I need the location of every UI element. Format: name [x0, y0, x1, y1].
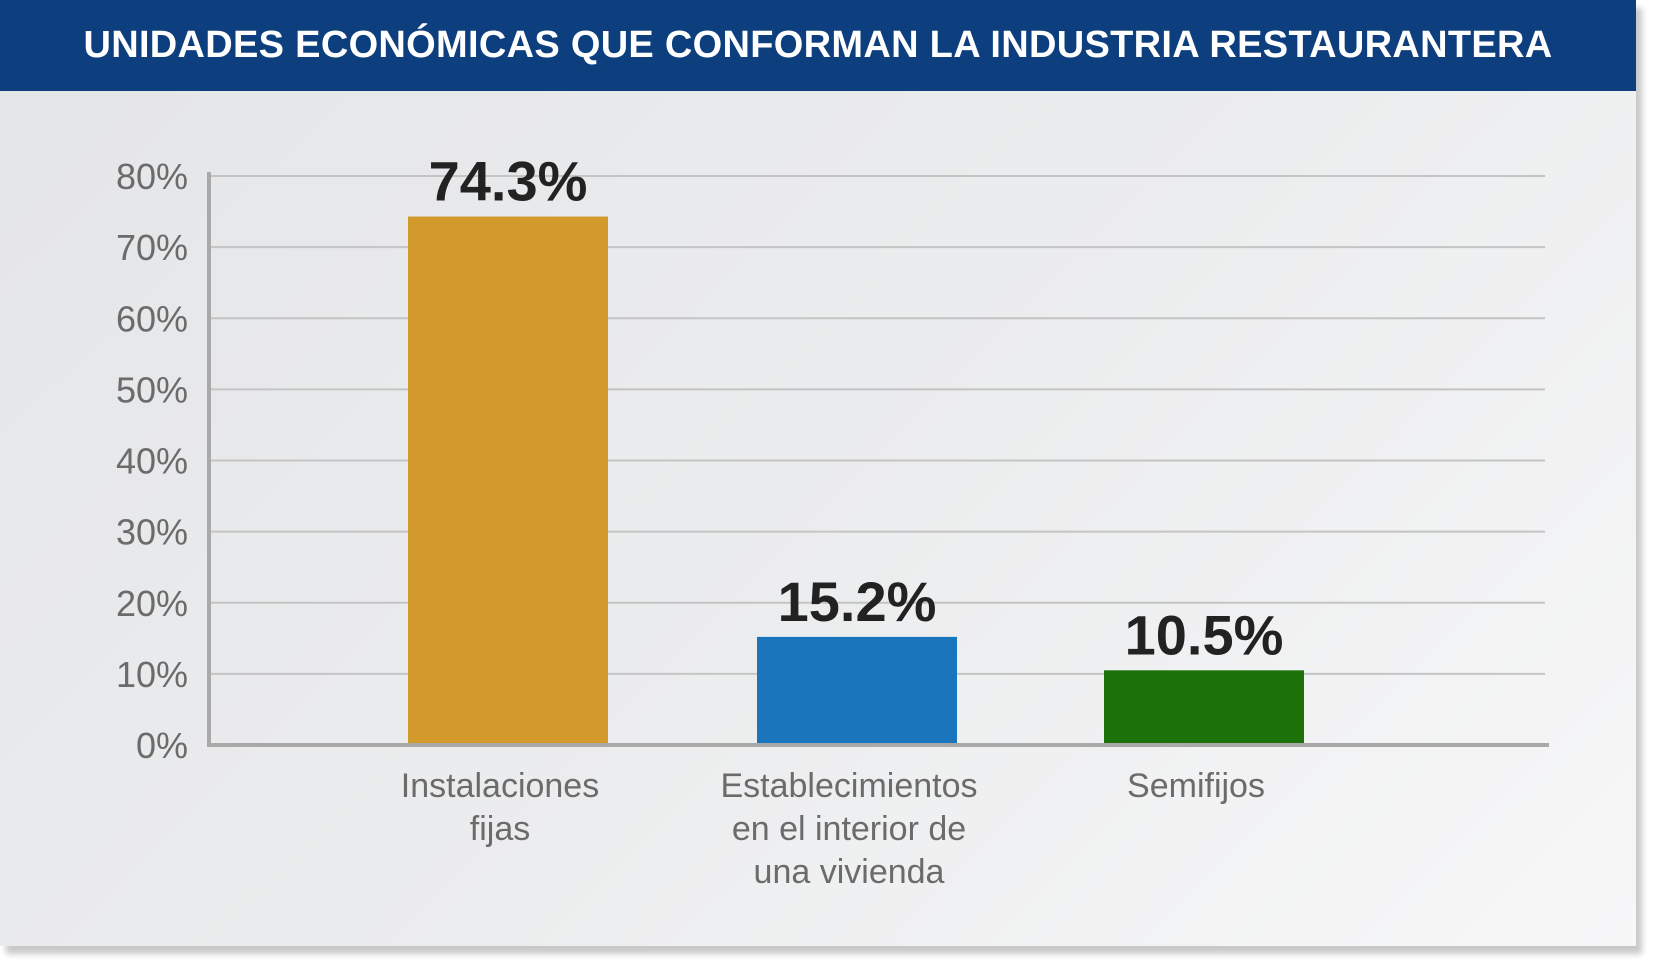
x-category-label: en el interior de [732, 810, 966, 848]
x-category-label: una vivienda [754, 853, 945, 891]
bar [408, 216, 608, 743]
y-tick-label: 70% [116, 227, 188, 268]
y-tick-label: 10% [116, 654, 188, 695]
bar-value-label: 15.2% [778, 570, 937, 633]
y-tick-label: 80% [116, 156, 188, 197]
x-category-label: Semifijos [1127, 767, 1265, 805]
bar-value-label: 10.5% [1125, 603, 1284, 666]
y-tick-label: 60% [116, 298, 188, 339]
chart-card: UNIDADES ECONÓMICAS QUE CONFORMAN LA IND… [0, 0, 1636, 946]
y-tick-label: 50% [116, 369, 188, 410]
x-category-label: Instalaciones [401, 767, 599, 805]
y-tick-label: 20% [116, 583, 188, 624]
y-tick-label: 40% [116, 441, 188, 482]
bar [757, 636, 957, 743]
x-category-label: Establecimientos [720, 767, 977, 805]
x-category-label: fijas [470, 810, 530, 848]
bar [1104, 670, 1304, 743]
y-tick-label: 0% [136, 725, 188, 766]
y-tick-label: 30% [116, 512, 188, 553]
chart-title: UNIDADES ECONÓMICAS QUE CONFORMAN LA IND… [0, 0, 1636, 91]
bar-value-label: 74.3% [429, 150, 588, 213]
